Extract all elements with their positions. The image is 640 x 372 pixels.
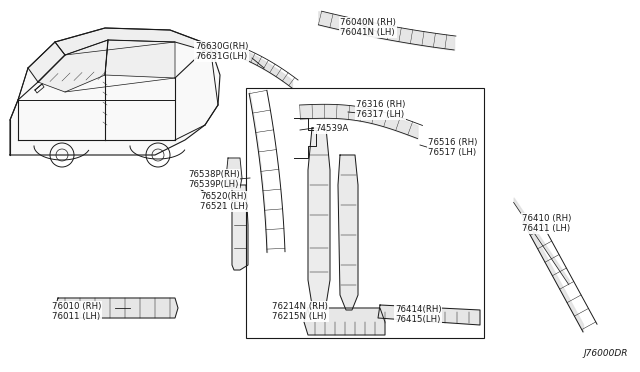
Polygon shape [232, 185, 248, 270]
Polygon shape [226, 158, 242, 188]
Polygon shape [10, 28, 220, 155]
Text: 76516 (RH)
76517 (LH): 76516 (RH) 76517 (LH) [428, 138, 477, 157]
Text: 76630G(RH)
76631G(LH): 76630G(RH) 76631G(LH) [195, 42, 248, 61]
Text: 76010 (RH)
76011 (LH): 76010 (RH) 76011 (LH) [52, 302, 101, 321]
Polygon shape [38, 40, 108, 92]
Polygon shape [304, 308, 385, 335]
Text: 76316 (RH)
76317 (LH): 76316 (RH) 76317 (LH) [356, 100, 405, 119]
Polygon shape [338, 155, 358, 310]
Text: J76000DR: J76000DR [584, 349, 628, 358]
Polygon shape [308, 128, 330, 308]
Text: 74539A: 74539A [315, 124, 348, 133]
Text: 76520(RH)
76521 (LH): 76520(RH) 76521 (LH) [200, 192, 248, 211]
Text: 76414(RH)
76415(LH): 76414(RH) 76415(LH) [395, 305, 442, 324]
Text: 76214N (RH)
76215N (LH): 76214N (RH) 76215N (LH) [272, 302, 328, 321]
Polygon shape [55, 28, 220, 55]
Polygon shape [28, 42, 65, 82]
Text: 76538P(RH)
76539P(LH): 76538P(RH) 76539P(LH) [188, 170, 240, 189]
Text: 76040N (RH)
76041N (LH): 76040N (RH) 76041N (LH) [340, 18, 396, 38]
Polygon shape [55, 298, 178, 318]
Text: 76410 (RH)
76411 (LH): 76410 (RH) 76411 (LH) [522, 214, 572, 233]
Bar [246, 88, 484, 338]
Polygon shape [378, 305, 480, 325]
Polygon shape [105, 40, 175, 78]
